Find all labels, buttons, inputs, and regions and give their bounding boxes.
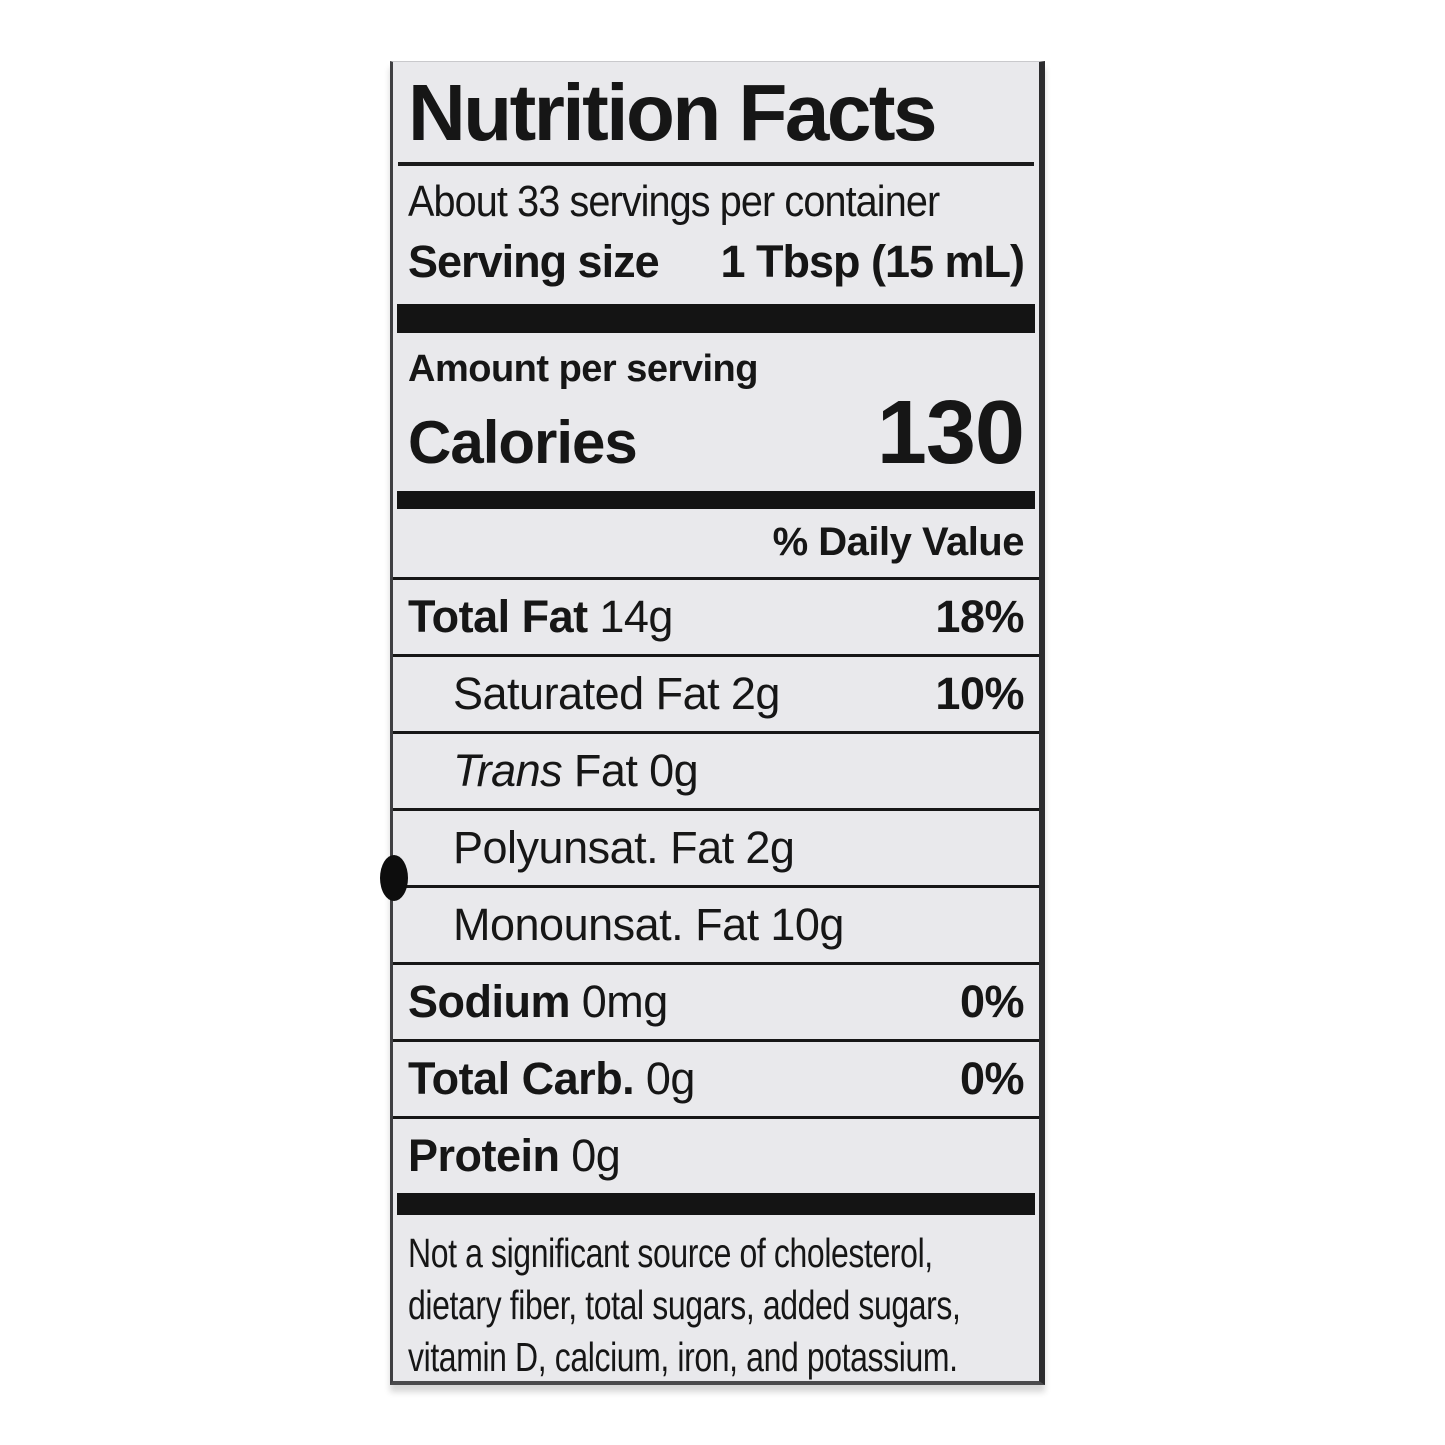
serving-size-label: Serving size (408, 235, 660, 287)
label-edge-notch (380, 855, 408, 901)
nutrient-name: Monounsat. Fat (453, 898, 759, 950)
nutrient-row-monounsaturated-fat: Monounsat. Fat 10g (393, 884, 1039, 962)
divider-bar-footnote (397, 1192, 1035, 1215)
calories-row: Calories 130 (408, 382, 1025, 487)
servings-per-container: About 33 servings per container (408, 176, 940, 226)
nutrient-daily-value: 10% (935, 667, 1024, 719)
divider-thin-top (398, 161, 1034, 166)
nutrient-name: Saturated Fat (453, 667, 720, 719)
nutrient-amount: 0g (571, 1129, 621, 1181)
nutrient-amount: 0mg (581, 975, 669, 1027)
serving-size-row: Serving size 1 Tbsp (15 mL) (408, 235, 1025, 304)
daily-value-header: % Daily Value (393, 509, 1039, 580)
nutrient-name: Protein (408, 1129, 560, 1181)
nutrient-row-saturated-fat: Saturated Fat 2g 10% (393, 653, 1039, 731)
nutrient-amount: 14g (599, 590, 673, 642)
nutrient-row-trans-fat: Trans Fat 0g (393, 730, 1039, 808)
amount-per-serving-label: Amount per serving (408, 347, 758, 390)
nutrient-daily-value: 0% (959, 975, 1025, 1027)
nutrient-name: Total Fat (408, 590, 588, 642)
nutrition-facts-label: Nutrition Facts About 33 servings per co… (380, 61, 1045, 1385)
nutrient-row-polyunsaturated-fat: Polyunsat. Fat 2g (393, 807, 1039, 885)
nutrient-row-protein: Protein 0g (393, 1115, 1039, 1193)
footnote-line: vitamin D, calcium, iron, and potassium. (408, 1333, 958, 1380)
nutrient-amount: 0g (645, 1052, 696, 1104)
nutrient-amount: 2g (730, 667, 781, 719)
nutrient-daily-value: 0% (959, 1052, 1025, 1104)
nutrient-name: Polyunsat. Fat (453, 821, 734, 873)
nutrient-row-total-carbohydrate: Total Carb. 0g 0% (393, 1038, 1039, 1116)
divider-bar-thick (397, 303, 1035, 333)
nutrient-row-sodium: Sodium 0mg 0% (393, 961, 1039, 1039)
nutrient-amount: 2g (745, 821, 795, 873)
footnote-line: dietary fiber, total sugars, added sugar… (408, 1281, 961, 1328)
nutrient-name: Total Carb. (408, 1052, 635, 1104)
divider-bar-medium (397, 490, 1035, 509)
nutrient-amount: 10g (770, 898, 844, 950)
serving-size-value: 1 Tbsp (15 mL) (720, 235, 1025, 287)
label-title: Nutrition Facts (408, 68, 937, 157)
nutrient-name-italic: Trans (453, 744, 563, 796)
calories-label: Calories (408, 408, 638, 476)
nutrient-row-total-fat: Total Fat 14g 18% (393, 580, 1039, 654)
nutrient-name: Sodium (408, 975, 571, 1027)
footnote: Not a significant source of cholesterol,… (393, 1227, 1039, 1383)
nutrient-amount: 0g (649, 744, 699, 796)
calories-value: 130 (876, 382, 1025, 483)
nutrient-rows: Total Fat 14g 18% Saturated Fat 2g 10% T… (393, 580, 1039, 1193)
footnote-line: Not a significant source of cholesterol, (408, 1229, 933, 1276)
nutrient-daily-value: 18% (935, 590, 1024, 642)
nutrient-name: Fat (573, 744, 638, 796)
